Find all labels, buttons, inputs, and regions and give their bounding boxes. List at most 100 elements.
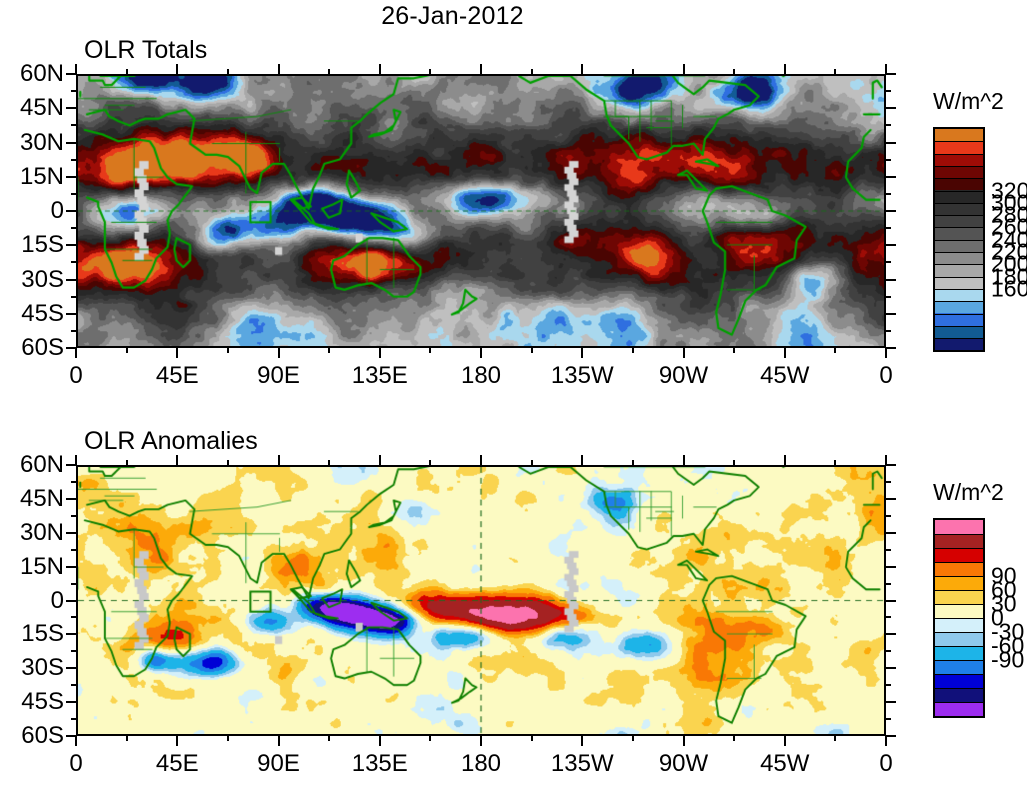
colorbar-band: [935, 153, 983, 166]
colorbar-band: [935, 618, 983, 632]
axis-tick-y: [886, 735, 896, 737]
axis-tick-y: [886, 329, 891, 332]
colorbar-tick-label: 60: [991, 576, 1017, 603]
colorbar-band: [935, 276, 983, 289]
axis-tick-y: [71, 718, 76, 721]
axis-tick-x: [733, 460, 736, 465]
axis-tick-x: [378, 736, 381, 746]
axis-tick-y: [886, 347, 896, 349]
axis-tick-y: [886, 616, 891, 619]
axis-tick-y: [886, 175, 896, 178]
axis-tick-y: [71, 329, 76, 332]
axis-tick-x: [834, 69, 837, 74]
colorbar-band: [935, 604, 983, 618]
colorbar-separator: [935, 153, 983, 155]
colorbar-separator: [935, 202, 983, 204]
colorbar-separator: [935, 239, 983, 241]
colorbar-tick-label: 280: [991, 201, 1027, 228]
colorbar-olr-anomalies: 90 60 30 0 -30 -60 -90: [933, 518, 1024, 718]
axis-tick-x: [530, 69, 533, 74]
colorbar-separator: [935, 702, 983, 703]
axis-tick-x: [75, 455, 77, 465]
colorbar-band: [935, 702, 983, 716]
axis-tick-x: [885, 455, 887, 465]
axis-tick-y: [71, 616, 76, 619]
axis-tick-y: [71, 684, 76, 687]
axis-tick-y: [886, 90, 891, 93]
colorbar-separator: [935, 190, 983, 192]
axis-tick-y: [886, 107, 896, 110]
axis-tick-x: [176, 64, 179, 74]
axis-tick-y: [66, 531, 76, 534]
colorbar-unit-olr-totals: W/m^2: [933, 88, 1004, 114]
colorbar-separator: [935, 178, 983, 180]
axis-tick-y: [886, 210, 896, 212]
axis-tick-y: [66, 464, 76, 466]
axis-tick-x: [378, 64, 381, 74]
axis-tick-x: [75, 348, 77, 358]
axis-tick-y: [71, 124, 76, 127]
colorbar-separator: [935, 646, 983, 647]
colorbar-separator: [935, 618, 983, 619]
colorbar-separator: [935, 562, 983, 563]
colorbar-separator: [935, 165, 983, 167]
colorbar-band: [935, 562, 983, 576]
axis-label-latitude: 30S: [21, 265, 64, 293]
colorbar-band: [935, 688, 983, 702]
axis-tick-x: [682, 736, 685, 746]
axis-tick-x: [328, 69, 331, 74]
axis-label-longitude: 180: [460, 362, 502, 389]
colorbar-separator: [935, 276, 983, 278]
axis-tick-x: [226, 348, 229, 353]
colorbar-band: [935, 202, 983, 216]
axis-tick-y: [71, 90, 76, 93]
axis-tick-y: [71, 261, 76, 264]
axis-label-latitude: 60S: [21, 334, 64, 361]
axis-label-latitude: 60N: [19, 451, 64, 478]
map-olr-totals: [76, 74, 886, 348]
axis-tick-x: [480, 348, 482, 358]
axis-tick-x: [277, 736, 280, 746]
colorbar-separator: [935, 215, 983, 217]
colorbar-tick-label: 90: [991, 562, 1017, 589]
colorbar-separator: [935, 548, 983, 549]
colorbar-band: [935, 178, 983, 191]
axis-label-latitude: 30S: [21, 654, 64, 682]
colorbar-tick-label: -30: [991, 618, 1025, 645]
axis-tick-y: [886, 227, 891, 230]
colorbar-separator: [935, 590, 983, 591]
colorbar-tick-label: 180: [991, 263, 1027, 290]
panel-title-olr-totals: OLR Totals: [84, 36, 208, 64]
axis-label-latitude: 45N: [19, 484, 64, 512]
colorbar-tick-label: 240: [991, 226, 1027, 253]
colorbar-band: [935, 215, 983, 228]
colorbar-tick-label: 160: [991, 275, 1027, 302]
colorbar-band: [935, 660, 983, 674]
axis-label-longitude: 180: [460, 750, 502, 777]
axis-tick-x: [581, 455, 584, 465]
axis-label-latitude: 0: [50, 586, 64, 614]
axis-tick-y: [886, 701, 896, 704]
axis-tick-y: [886, 312, 896, 315]
axis-label-longitude: 45E: [155, 750, 199, 777]
axis-tick-x: [125, 348, 128, 353]
axis-tick-x: [226, 69, 229, 74]
colorbar-separator: [935, 674, 983, 675]
colorbar-tick-label: -60: [991, 632, 1025, 659]
axis-label-longitude: 90W: [658, 750, 709, 777]
axis-tick-x: [682, 455, 685, 465]
axis-tick-y: [886, 244, 896, 247]
axis-label-longitude: 90E: [257, 362, 300, 389]
axis-tick-y: [886, 718, 891, 721]
colorbar-separator: [935, 576, 983, 577]
axis-tick-y: [66, 244, 76, 247]
axis-tick-x: [631, 736, 634, 741]
axis-label-latitude: 30N: [19, 518, 64, 546]
colorbar-band: [935, 251, 983, 265]
colorbar-band: [935, 632, 983, 646]
axis-tick-y: [886, 497, 896, 500]
axis-tick-y: [886, 667, 896, 670]
axis-tick-y: [71, 582, 76, 585]
axis-tick-x: [277, 348, 280, 358]
axis-tick-y: [886, 650, 891, 653]
